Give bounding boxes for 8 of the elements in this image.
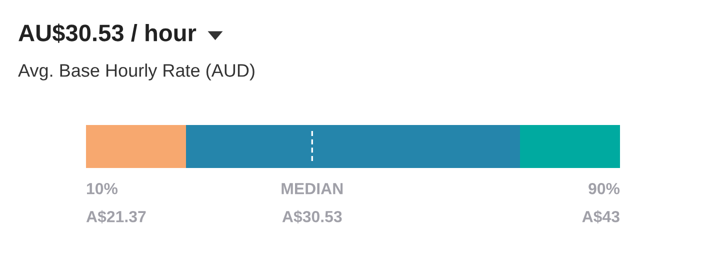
data-label: A$21.37	[86, 210, 146, 224]
category-label: 90%	[588, 182, 620, 194]
data-label: A$43	[582, 210, 620, 224]
category-label: 10%	[87, 182, 118, 194]
category-label: MEDIAN	[282, 183, 343, 194]
text: AU$30.53 / hour	[18, 24, 196, 43]
data-label: A$30.53	[282, 210, 342, 224]
text: Avg. Base Hourly Rate (AUD)	[18, 64, 254, 80]
